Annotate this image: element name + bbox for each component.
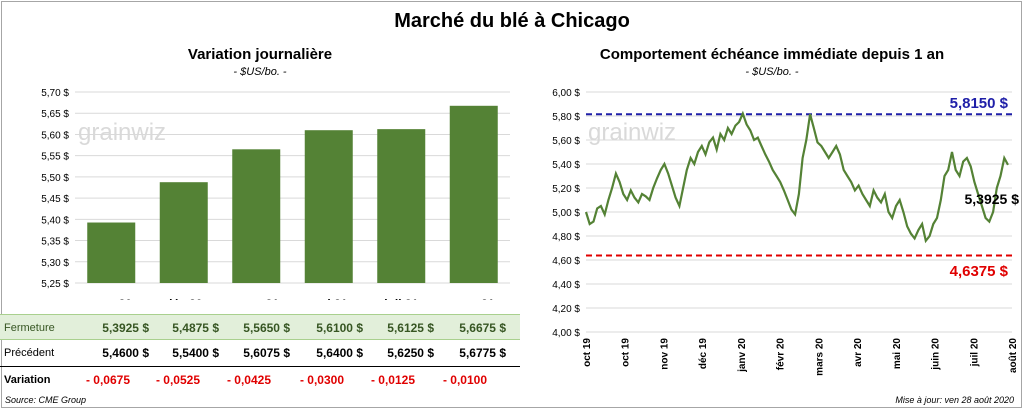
precedent-cell: 5,6400 $	[316, 346, 363, 360]
daily-variation-bar-chart: 5,25 $ 5,30 $ 5,35 $ 5,40 $ 5,45 $ 5,50 $ 5,55…	[41, 88, 510, 300]
fermeture-cell: 5,6675 $	[459, 321, 506, 335]
left-chart-subtitle: - $US/bo. -	[233, 66, 287, 78]
precedent-cell: 5,5400 $	[172, 346, 219, 360]
fermeture-cell: 5,3925 $	[102, 321, 149, 335]
low-price-label: 4,6375 $	[950, 263, 1009, 280]
precedent-cell: 5,4600 $	[102, 346, 149, 360]
variation-cell: - 0,0300	[299, 373, 344, 387]
x-month-label: mars 20	[814, 338, 825, 376]
bar	[377, 129, 426, 283]
fermeture-cell: 5,6125 $	[387, 321, 434, 335]
right-ytick-label: 5,60 $	[552, 136, 580, 147]
left-ytick-label: 5,40 $	[41, 215, 69, 226]
precedent-cell: 5,6075 $	[243, 346, 290, 360]
bar	[159, 182, 208, 283]
x-category-label: mars 21	[234, 297, 280, 300]
fermeture-cell: 5,4875 $	[172, 321, 219, 335]
x-category-label: juil 21	[383, 297, 418, 300]
left-ytick-label: 5,70 $	[41, 88, 69, 99]
update-date: Mise à jour: ven 28 août 2020	[895, 395, 1014, 405]
left-chart-title: Variation journalière	[187, 46, 333, 63]
variation-cell: - 0,0525	[155, 373, 200, 387]
x-category-label: mai 21	[310, 297, 348, 300]
left-ytick-label: 5,50 $	[41, 173, 69, 184]
right-ytick-label: 5,40 $	[552, 160, 580, 171]
left-ytick-label: 5,30 $	[41, 258, 69, 269]
right-ytick-label: 5,00 $	[552, 208, 580, 219]
bar	[232, 149, 281, 283]
left-ytick-label: 5,55 $	[41, 152, 69, 163]
precedent-cell: 5,6775 $	[459, 346, 506, 360]
x-month-label: avr 20	[853, 338, 864, 367]
last-price-label: 5,3925 $	[965, 191, 1020, 207]
left-ytick-label: 5,60 $	[41, 130, 69, 141]
right-chart-subtitle: - $US/bo. -	[745, 66, 799, 78]
bar	[304, 130, 353, 283]
left-ytick-label: 5,35 $	[41, 237, 69, 248]
fermeture-cell: 5,6100 $	[316, 321, 363, 335]
x-month-label: oct 19	[582, 338, 593, 367]
right-ytick-label: 4,20 $	[552, 304, 580, 315]
right-ytick-label: 5,80 $	[552, 112, 580, 123]
table-row-variation: Variation - 0,0675 - 0,0525 - 0,0425 - 0…	[0, 366, 520, 392]
x-category-label: sept 20	[91, 297, 133, 300]
left-ytick-label: 5,65 $	[41, 109, 69, 120]
fermeture-label: Fermeture	[4, 322, 55, 334]
page-title: Marché du blé à Chicago	[394, 10, 630, 32]
x-month-label: févr 20	[776, 338, 787, 371]
bar	[87, 222, 136, 283]
high-price-label: 5,8150 $	[950, 95, 1009, 112]
x-month-label: janv 20	[737, 338, 748, 373]
left-ytick-label: 5,25 $	[41, 279, 69, 290]
variation-cell: - 0,0425	[226, 373, 271, 387]
x-month-label: août 20	[1008, 338, 1019, 373]
right-watermark: grainwiz	[588, 119, 676, 146]
right-ytick-label: 4,40 $	[552, 280, 580, 291]
variation-cell: - 0,0675	[85, 373, 130, 387]
x-month-label: mai 20	[892, 338, 903, 370]
right-ytick-label: 4,80 $	[552, 232, 580, 243]
x-category-label: sept 21	[453, 297, 495, 300]
precedent-cell: 5,6250 $	[387, 346, 434, 360]
bar	[449, 105, 498, 284]
x-month-label: oct 19	[621, 338, 632, 367]
left-ytick-label: 5,45 $	[41, 194, 69, 205]
x-month-label: juin 20	[931, 338, 942, 371]
precedent-label: Précédent	[4, 347, 55, 359]
left-watermark: grainwiz	[78, 119, 166, 146]
right-ytick-label: 5,20 $	[552, 184, 580, 195]
source-note: Source: CME Group	[5, 395, 87, 405]
table-row-fermeture: Fermeture 5,3925 $ 5,4875 $ 5,5650 $ 5,6…	[0, 314, 520, 340]
variation-label: Variation	[4, 374, 51, 386]
x-month-label: nov 19	[659, 338, 670, 370]
variation-cell: - 0,0125	[370, 373, 415, 387]
x-month-label: juil 20	[969, 338, 980, 368]
fermeture-cell: 5,5650 $	[243, 321, 290, 335]
table-row-precedent: Précédent 5,4600 $ 5,5400 $ 5,6075 $ 5,6…	[0, 340, 520, 366]
price-series-line	[584, 110, 1009, 244]
right-ytick-label: 4,60 $	[552, 256, 580, 267]
x-category-label: déc 20	[165, 297, 203, 300]
front-month-line-chart: 4,00 $ 4,20 $ 4,40 $ 4,60 $ 4,80 $ 5,00 $ 5,20…	[552, 88, 1020, 376]
right-ytick-label: 4,00 $	[552, 328, 580, 339]
variation-cell: - 0,0100	[442, 373, 487, 387]
right-ytick-label: 6,00 $	[552, 88, 580, 99]
x-month-label: déc 19	[698, 338, 709, 370]
right-chart-title: Comportement échéance immédiate depuis 1…	[599, 46, 945, 63]
